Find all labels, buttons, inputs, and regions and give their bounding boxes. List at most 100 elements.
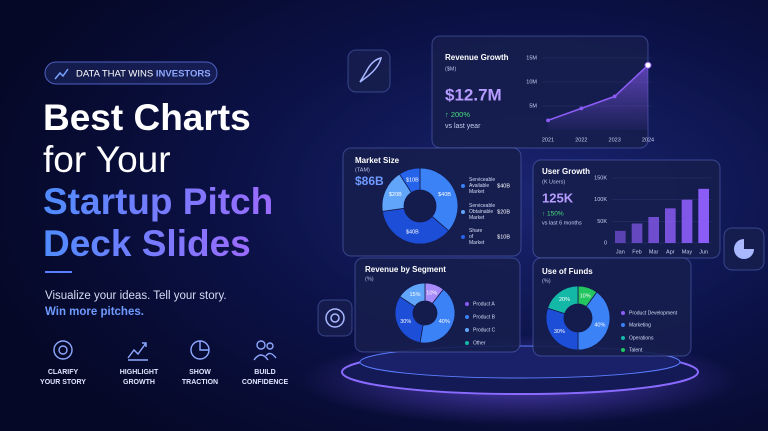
y-tick-label: 100K — [594, 197, 607, 203]
legend-dot — [461, 210, 465, 214]
card-title: Revenue by Segment — [365, 265, 446, 274]
card-subtitle: (TAM) — [355, 167, 370, 173]
icon-growth — [127, 342, 148, 361]
badge-icon — [54, 68, 69, 80]
card-subtitle: (%) — [365, 276, 374, 282]
x-tick-label: Jan — [616, 249, 625, 255]
card-title: User Growth — [542, 167, 590, 176]
bar — [698, 188, 709, 243]
card-change: ↑ 150% — [542, 211, 564, 218]
legend-dot — [465, 341, 469, 345]
legend-value: $10B — [497, 234, 510, 240]
card-title: Revenue Growth — [445, 53, 509, 62]
card-value: 125K — [542, 190, 574, 205]
legend-value: $40B — [497, 183, 510, 189]
legend-label: Operations — [629, 335, 654, 341]
y-tick-label: 150K — [594, 175, 607, 181]
target-icon — [330, 313, 340, 323]
badge-text: DATA THAT WINS INVESTORS — [76, 68, 211, 79]
donut-label: 10% — [426, 291, 437, 297]
point — [579, 106, 584, 111]
legend-label: Other — [473, 340, 486, 346]
rocket-icon — [359, 57, 382, 83]
card-title: Use of Funds — [542, 267, 593, 276]
donut-hole — [564, 304, 592, 332]
bar — [615, 230, 626, 243]
point — [644, 61, 652, 69]
line — [547, 64, 649, 122]
donut-label: 30% — [400, 319, 411, 325]
legend-dot — [621, 311, 625, 315]
donut-label: 15% — [409, 292, 420, 298]
rocket-tile — [347, 49, 391, 93]
point — [546, 118, 550, 123]
y-tick-label: 50K — [597, 219, 607, 225]
legend-label: Share of Market — [469, 228, 485, 246]
card-note: vs last year — [445, 123, 481, 130]
feature-label: GROWTH — [123, 379, 155, 386]
donut-hole — [404, 190, 436, 222]
x-tick-label: Mar — [649, 249, 659, 255]
point — [612, 94, 617, 99]
target-tile — [317, 299, 353, 337]
headline: Startup Pitch — [43, 181, 273, 222]
cta: Win more pitches. — [45, 306, 144, 318]
y-tick-label: 10M — [526, 79, 537, 85]
legend-label: Talent — [629, 347, 643, 353]
card-subtitle: (%) — [542, 278, 551, 284]
icon-target — [58, 345, 68, 355]
bar — [681, 199, 693, 243]
feature-icons — [53, 340, 277, 361]
legend-dot — [465, 315, 469, 319]
donut-label: $40B — [438, 192, 451, 198]
legend-dot — [461, 235, 465, 239]
line-area — [548, 65, 648, 130]
legend-label: Product Development — [629, 310, 678, 316]
card-subtitle: ($M) — [445, 66, 456, 72]
bar — [648, 217, 659, 243]
card-title: Market Size — [355, 156, 400, 165]
legend-label: Serviceable Available Market — [469, 177, 495, 195]
icon-people — [266, 342, 274, 350]
donut-label: 30% — [554, 329, 565, 335]
card-value: $12.7M — [445, 85, 502, 104]
icon-people — [256, 340, 266, 350]
donut-label: $20B — [389, 192, 402, 198]
target-icon — [325, 308, 345, 328]
legend-dot — [465, 302, 469, 306]
donut-label: $40B — [406, 229, 419, 235]
y-tick-label: 0 — [604, 240, 607, 246]
feature-label: YOUR STORY — [40, 379, 86, 386]
legend-dot — [621, 336, 625, 340]
card-subtitle: (K Users) — [542, 179, 565, 185]
donut-label: 10% — [580, 294, 591, 300]
x-tick-label: 2023 — [609, 137, 621, 143]
legend-label: Marketing — [629, 322, 651, 328]
card-note: vs last 6 months — [542, 220, 582, 226]
badge-main: DATA THAT WINS — [76, 68, 153, 79]
badge — [44, 61, 218, 85]
y-tick-label: 15M — [526, 55, 537, 61]
feature-label: HIGHLIGHT — [120, 369, 159, 376]
donut-label: 40% — [439, 319, 450, 325]
donut-label: 40% — [594, 323, 605, 329]
donut-hole — [413, 301, 437, 325]
bar — [665, 208, 676, 243]
feature-label: BUILD — [254, 369, 275, 376]
headline: for Your — [43, 139, 171, 180]
feature-label: SHOW — [189, 369, 211, 376]
headline: Best Charts — [43, 97, 251, 138]
legend-dot — [461, 184, 465, 188]
x-tick-label: 2022 — [575, 137, 587, 143]
headline: Deck Slides — [43, 223, 251, 264]
icon-pie — [199, 341, 209, 351]
icon-people — [253, 352, 277, 361]
card-change: ↑ 200% — [445, 110, 470, 119]
x-tick-label: Jun — [699, 249, 708, 255]
legend-dot — [621, 323, 625, 327]
icon-target — [53, 340, 73, 360]
legend-label: Product A — [473, 301, 495, 307]
feature-label: CLARIFY — [48, 369, 79, 376]
tagline: Visualize your ideas. Tell your story. — [45, 290, 227, 302]
